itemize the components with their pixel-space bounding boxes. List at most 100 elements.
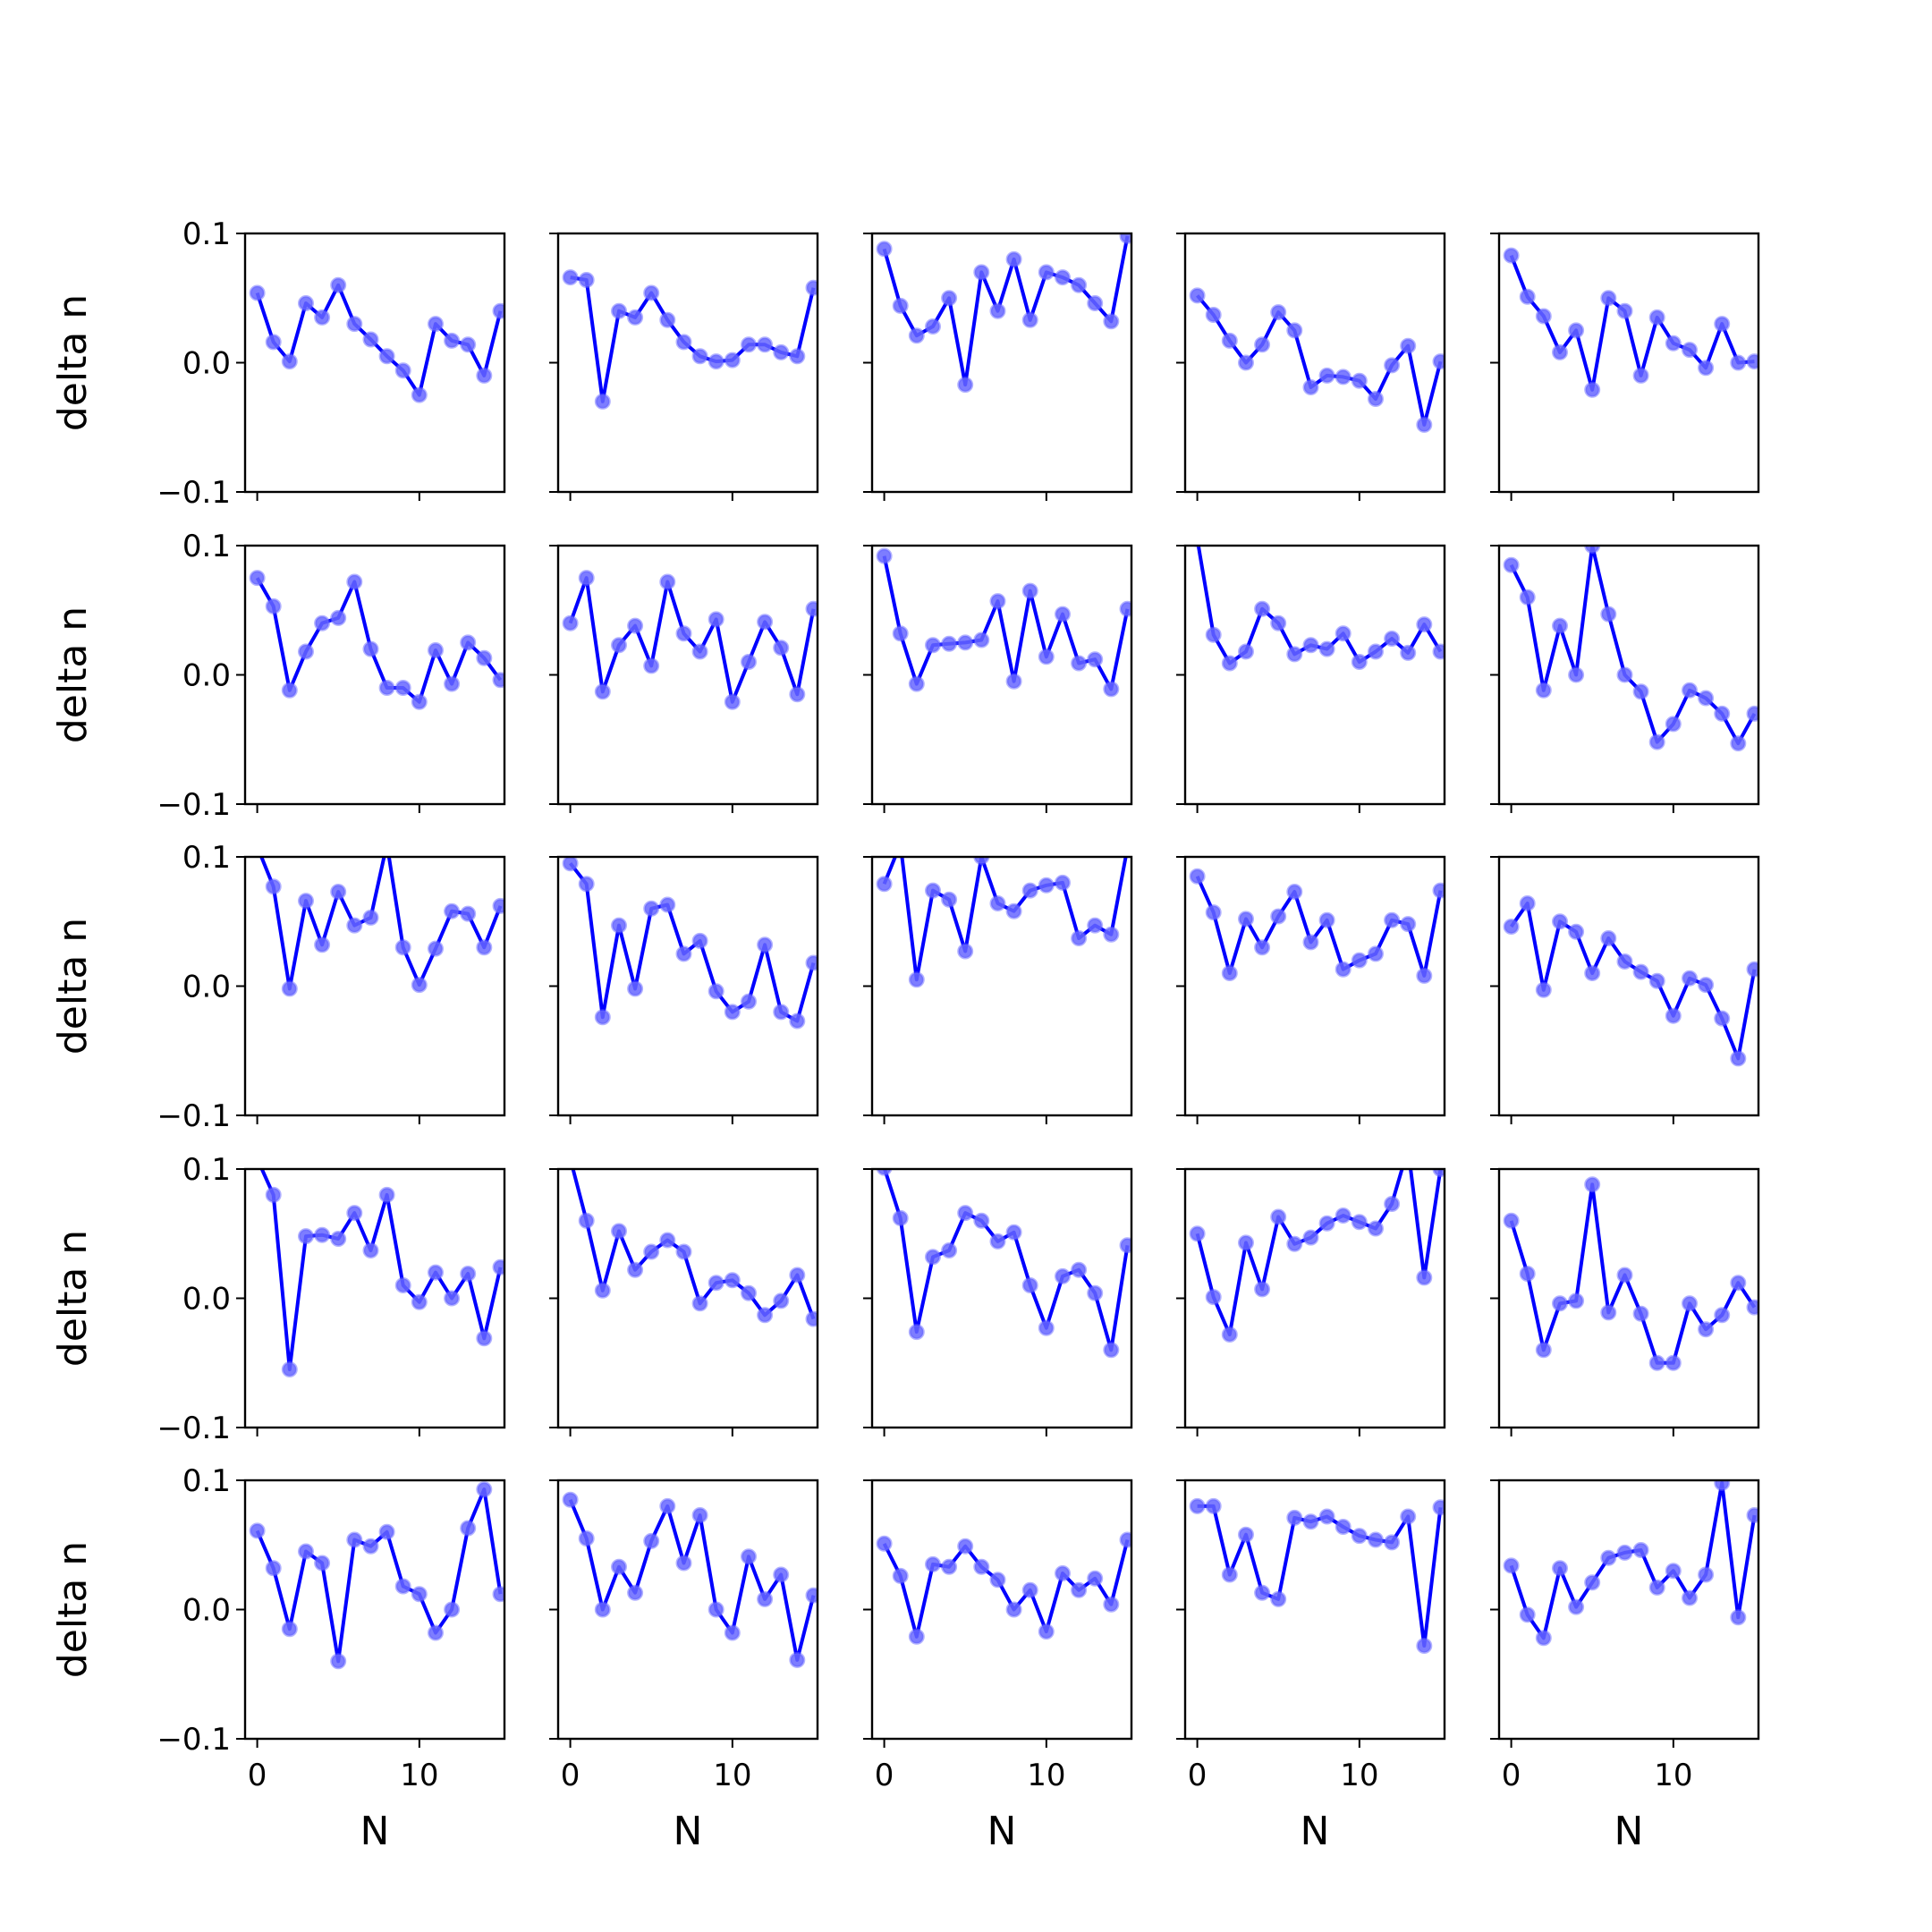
data-point xyxy=(1087,295,1104,311)
data-point xyxy=(378,1186,395,1203)
data-point xyxy=(1519,1266,1536,1282)
data-point xyxy=(460,1520,477,1537)
data-point xyxy=(1205,904,1222,921)
data-point xyxy=(1238,1234,1254,1251)
series-line xyxy=(571,1169,816,1320)
subplot-r4-c3 xyxy=(863,1167,1133,1436)
y-tick-label: 0.0 xyxy=(182,1282,231,1318)
series-line xyxy=(255,283,503,397)
data-point xyxy=(1730,354,1747,371)
data-point xyxy=(724,1272,741,1289)
data-point xyxy=(892,625,909,642)
data-point xyxy=(249,570,266,587)
series-line xyxy=(1197,1504,1443,1648)
data-point xyxy=(805,279,818,296)
data-point xyxy=(1600,1304,1617,1321)
data-point xyxy=(1698,360,1715,377)
data-point xyxy=(741,336,757,353)
data-point xyxy=(1519,589,1536,606)
y-tick-label: 0.0 xyxy=(182,1593,231,1629)
series-line xyxy=(882,1539,1130,1639)
data-point xyxy=(1746,1299,1758,1316)
data-point xyxy=(1714,316,1731,333)
series-line xyxy=(1509,1182,1757,1365)
data-point xyxy=(594,1282,611,1299)
series-line xyxy=(259,857,503,991)
axes-frame xyxy=(1183,855,1446,1117)
data-point xyxy=(1254,939,1271,956)
series-line xyxy=(1195,875,1443,978)
data-point xyxy=(1103,1342,1120,1359)
y-tick-label: −0.1 xyxy=(157,1411,231,1446)
data-point xyxy=(789,686,806,703)
data-point xyxy=(611,302,627,319)
data-point xyxy=(708,611,724,628)
data-point xyxy=(741,993,757,1010)
data-point xyxy=(957,1538,974,1555)
data-point xyxy=(1632,1542,1649,1558)
data-point xyxy=(1416,967,1433,984)
data-point xyxy=(1648,972,1665,989)
data-point xyxy=(1698,1321,1715,1338)
data-point xyxy=(925,318,941,335)
data-point xyxy=(330,276,347,293)
data-point xyxy=(1351,1214,1368,1231)
x-tick-label: 0 xyxy=(1502,1758,1521,1793)
data-point xyxy=(675,945,692,962)
data-point xyxy=(1087,917,1104,934)
y-tick-label: 0.1 xyxy=(182,1152,231,1188)
data-point xyxy=(1714,1010,1731,1027)
data-point xyxy=(1665,1563,1682,1580)
x-axis-label: N xyxy=(987,1809,1017,1854)
data-point xyxy=(691,1295,708,1312)
data-point xyxy=(1121,841,1134,854)
data-point xyxy=(1302,1513,1319,1530)
subplot-r5-c5: 0 10 N xyxy=(1490,1479,1760,1854)
data-point xyxy=(724,1624,741,1641)
data-point xyxy=(314,936,331,953)
data-point xyxy=(908,327,925,344)
data-point xyxy=(1335,369,1352,386)
data-point xyxy=(1648,1354,1665,1371)
y-tick-label: 0.1 xyxy=(182,1463,231,1499)
data-point xyxy=(876,876,893,893)
data-point xyxy=(789,1267,806,1284)
data-point xyxy=(925,637,941,654)
data-point xyxy=(757,936,774,953)
data-point xyxy=(346,316,363,333)
axes-frame xyxy=(1183,1167,1446,1429)
data-point xyxy=(1302,934,1319,951)
subplot-r3-c1: −0.1 0.0 0.1 delta n xyxy=(50,840,506,1134)
subplot-r3-c4 xyxy=(1176,855,1446,1124)
data-point xyxy=(691,643,708,660)
data-point xyxy=(1021,582,1038,599)
data-point xyxy=(643,1532,660,1549)
series-line xyxy=(259,1169,503,1371)
data-point xyxy=(298,1228,314,1245)
x-tick-label: 10 xyxy=(1654,1758,1692,1793)
data-point xyxy=(1021,311,1038,328)
data-point xyxy=(1005,902,1022,919)
data-point xyxy=(659,1232,676,1249)
data-point xyxy=(1682,1589,1698,1606)
data-point xyxy=(1055,269,1071,286)
data-point xyxy=(250,840,264,853)
data-point xyxy=(476,1330,493,1347)
data-point xyxy=(989,302,1006,319)
data-point xyxy=(1503,247,1520,264)
data-point xyxy=(265,1560,282,1577)
data-point xyxy=(1038,1319,1055,1336)
data-point xyxy=(492,1258,504,1275)
data-point xyxy=(564,1152,577,1165)
subplot-r2-c2 xyxy=(549,544,819,813)
data-point xyxy=(1416,616,1433,633)
data-point xyxy=(1286,1509,1303,1526)
data-point xyxy=(1351,1528,1368,1545)
data-point xyxy=(298,893,314,910)
subplot-r4-c1: −0.1 0.0 0.1 delta n xyxy=(50,1152,506,1446)
subplot-r5-c2: 0 10 N xyxy=(549,1479,819,1854)
data-point xyxy=(281,353,298,370)
axes-frame xyxy=(1497,1167,1760,1429)
data-point xyxy=(1238,911,1254,928)
data-point xyxy=(1318,367,1335,384)
